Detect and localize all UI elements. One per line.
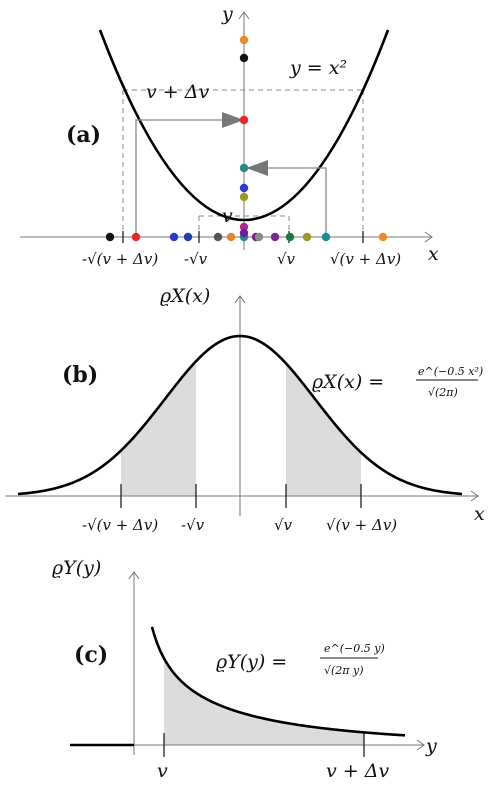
panel-b-shade-right [286,363,361,496]
panel-a-x-arrow [424,231,433,243]
panel-a-curve-label: y = x² [289,57,347,79]
x-dot [183,232,193,242]
panel-b-tick-label-3: √v [274,516,293,534]
y-dot [239,163,249,173]
panel-c-formula-numerator: e^(−0.5 y) [324,642,385,655]
panel-b-shade-left [121,361,196,496]
panel-a-tick-label-1: -√(v + Δv) [82,250,158,268]
panel-c-tick-label-2: v + Δv [326,760,389,782]
y-dot [239,115,249,125]
y-dot [239,222,249,232]
panel-a-x-axis-label: x [428,243,439,265]
panel-b-formula-denominator: √(2π) [428,386,458,399]
x-dot [321,232,331,242]
panel-a-tick-label-3: √v [277,250,296,268]
panel-a-tick-label-2: -√v [184,250,208,268]
y-dot [239,183,249,193]
panel-a-arrow-right [266,167,327,237]
y-dot [239,228,249,238]
panel-a-arrow-right-head [246,160,268,176]
panel-b-gaussian-curve [17,334,463,496]
panel-a: (a) y x y = x² v + Δv v -√(v + Δv) -√v √… [20,3,439,268]
panel-c-shade [164,658,364,745]
x-dot [131,232,141,242]
panel-a-y-arrow [238,11,250,20]
panel-a-arrow-left [135,119,226,237]
panel-c-formula-denominator: √(2π y) [324,664,364,677]
y-dot [239,192,249,202]
panel-a-y-dots [239,35,249,238]
x-dot [285,232,295,242]
panel-a-tick-label-4: √(v + Δv) [330,250,401,268]
panel-a-label: (a) [66,122,101,148]
x-dot [378,232,388,242]
panel-c: (c) ϱY(y) y ϱY(y) = e^(−0.5 y) √(2π y) v… [52,557,437,782]
panel-b: (b) ϱX(x) x ϱX(x) = e^(−0.5 x²) √(2π) -√… [5,285,485,534]
panel-b-tick-label-4: √(v + Δv) [326,516,397,534]
x-dot [302,232,312,242]
panel-c-label: (c) [74,642,108,668]
panel-a-arrow-left-head [222,112,244,128]
x-dot [254,232,264,242]
y-dot [239,53,249,63]
panel-b-x-arrow [470,490,479,502]
panel-b-y-arrow [234,295,246,304]
x-dot [213,232,223,242]
panel-a-v-label: v [222,205,233,227]
panel-b-label: (b) [62,362,98,388]
x-dot [169,232,179,242]
x-dot [226,232,236,242]
panel-a-v-plus-dv-label: v + Δv [146,81,209,103]
panel-a-y-axis-label: y [221,3,233,25]
panel-b-tick-label-2: -√v [181,516,205,534]
panel-c-tick-label-1: v [157,760,168,782]
y-dot [239,35,249,45]
panel-c-density-curve [150,626,406,737]
panel-c-y-axis-label: ϱY(y) [52,557,101,579]
x-dot [270,232,280,242]
panel-b-formula-lhs: ϱX(x) = [312,371,384,393]
panel-c-x-axis-label: y [425,735,437,757]
panel-c-x-arrow [416,739,425,751]
panel-c-y-arrow [128,571,140,580]
panel-b-y-axis-label: ϱX(x) [160,285,210,307]
panel-b-x-axis-label: x [474,503,485,525]
panel-c-formula-lhs: ϱY(y) = [216,651,287,673]
x-dot [105,232,115,242]
panel-a-x-dots [105,232,388,242]
panel-a-parabola [98,29,390,222]
panel-b-tick-label-1: -√(v + Δv) [82,516,158,534]
panel-b-formula-numerator: e^(−0.5 x²) [418,365,483,378]
